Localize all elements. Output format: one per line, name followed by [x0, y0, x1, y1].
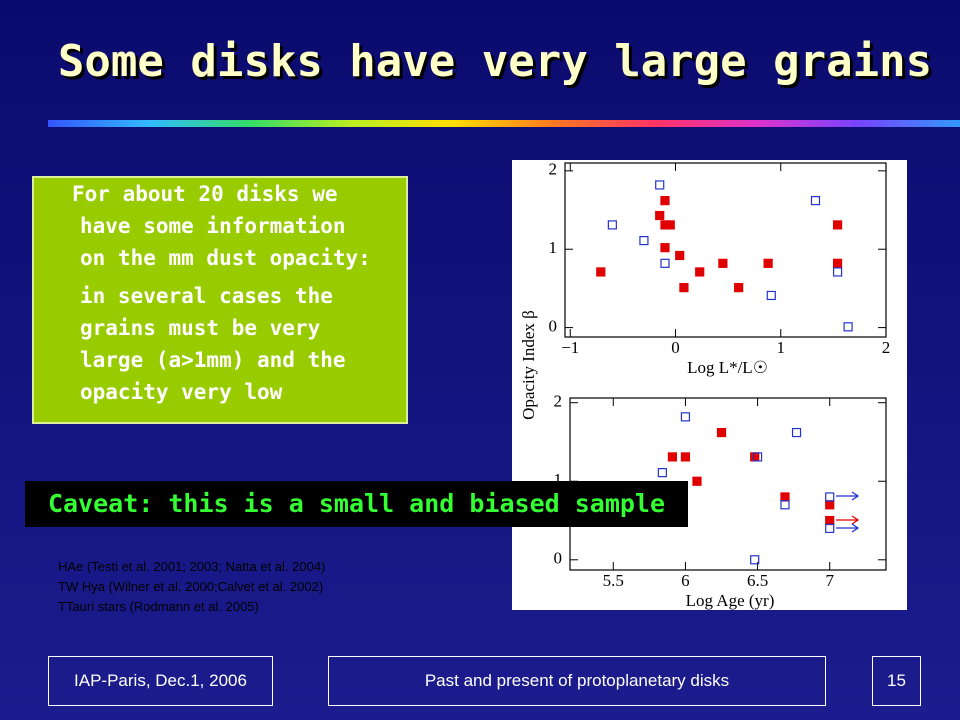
- data-point: [763, 258, 773, 268]
- data-point: [679, 283, 689, 293]
- data-point: [734, 283, 744, 293]
- data-point: [639, 235, 649, 246]
- data-point: [832, 258, 843, 268]
- reference: HAe (Testi et al. 2001; 2003; Natta et a…: [58, 559, 326, 574]
- reference: TW Hya (Wilner et al. 2000;Calvet et al.…: [58, 579, 324, 594]
- data-point: [825, 523, 835, 533]
- x-axis-label: Log Age (yr): [686, 591, 775, 610]
- data-point: [665, 220, 675, 230]
- data-point: [832, 267, 843, 277]
- x-tick-label: 2: [882, 338, 891, 357]
- data-point: [655, 180, 665, 190]
- y-tick-label: 1: [554, 470, 563, 489]
- data-point: [810, 196, 821, 206]
- x-tick-label: 0: [671, 338, 680, 357]
- y-tick-label: 0: [554, 549, 563, 568]
- data-point: [607, 220, 617, 230]
- x-tick-label: 6: [681, 571, 690, 590]
- rainbow-rule: [48, 120, 960, 127]
- data-point: [832, 220, 843, 230]
- slide-title: Some disks have very large grains: [57, 36, 933, 87]
- caveat: Caveat: this is a small and biased sampl…: [25, 481, 688, 527]
- data-point: [660, 258, 670, 268]
- y-tick-label: 0: [549, 317, 558, 336]
- y-tick-label: 1: [549, 238, 558, 257]
- x-tick-label: 1: [777, 338, 786, 357]
- x-tick-label: 6.5: [747, 571, 768, 590]
- data-point: [843, 322, 853, 332]
- data-point: [660, 196, 670, 206]
- data-point: [716, 427, 727, 438]
- paragraph: in several cases the grains must be very l…: [80, 280, 406, 408]
- y-axis-label: Opacity Index β: [519, 310, 538, 420]
- y-tick-label: 2: [554, 392, 563, 411]
- paragraph: For about 20 disks we have some informati…: [72, 178, 406, 274]
- text-line: opacity very low: [80, 380, 283, 404]
- panel-bg: [512, 160, 907, 610]
- data-point: [825, 500, 835, 510]
- reference: TTauri stars (Rodmann et al. 2005): [58, 599, 259, 614]
- data-point: [825, 492, 835, 502]
- footer-center: Past and present of protoplanetary disks: [328, 656, 826, 706]
- limit-arrows: [836, 491, 860, 533]
- text-line: large (a>1mm) and the: [80, 348, 346, 372]
- data-point: [692, 476, 702, 486]
- text-line: have some information: [80, 214, 346, 238]
- info-box: For about 20 disks we have some informati…: [32, 176, 408, 424]
- data-point: [791, 427, 802, 438]
- text-line: on the mm dust opacity:: [80, 246, 371, 270]
- x-tick-label: −1: [561, 338, 579, 357]
- y-tick-label: 2: [549, 160, 558, 179]
- text-line: in several cases the: [80, 284, 333, 308]
- data-point: [750, 452, 760, 462]
- text-line: grains must be very: [80, 316, 321, 340]
- page-number: 15: [872, 656, 921, 706]
- data-point: [680, 452, 691, 462]
- data-point: [752, 452, 763, 462]
- data-point: [825, 515, 835, 526]
- x-tick-label: 7: [825, 571, 834, 590]
- data-point: [675, 250, 685, 261]
- data-point: [667, 452, 678, 462]
- data-point: [780, 500, 790, 510]
- data-point: [596, 267, 606, 277]
- x-tick-label: 5.5: [603, 571, 624, 590]
- references: HAe (Testi et al. 2001; 2003; Natta et a…: [58, 557, 325, 617]
- plot-frame: [564, 162, 887, 338]
- x-axis-label: Log L*/L☉: [687, 358, 768, 377]
- data-point: [695, 267, 705, 277]
- data-point: [780, 492, 790, 502]
- footer-left: IAP-Paris, Dec.1, 2006: [48, 656, 273, 706]
- text-line: For about 20 disks we: [72, 182, 338, 206]
- data-point: [680, 412, 691, 422]
- data-point: [660, 243, 670, 253]
- data-point: [655, 210, 665, 221]
- data-point: [718, 258, 728, 268]
- data-point: [750, 555, 760, 565]
- data-point: [766, 290, 776, 301]
- data-point: [657, 468, 667, 478]
